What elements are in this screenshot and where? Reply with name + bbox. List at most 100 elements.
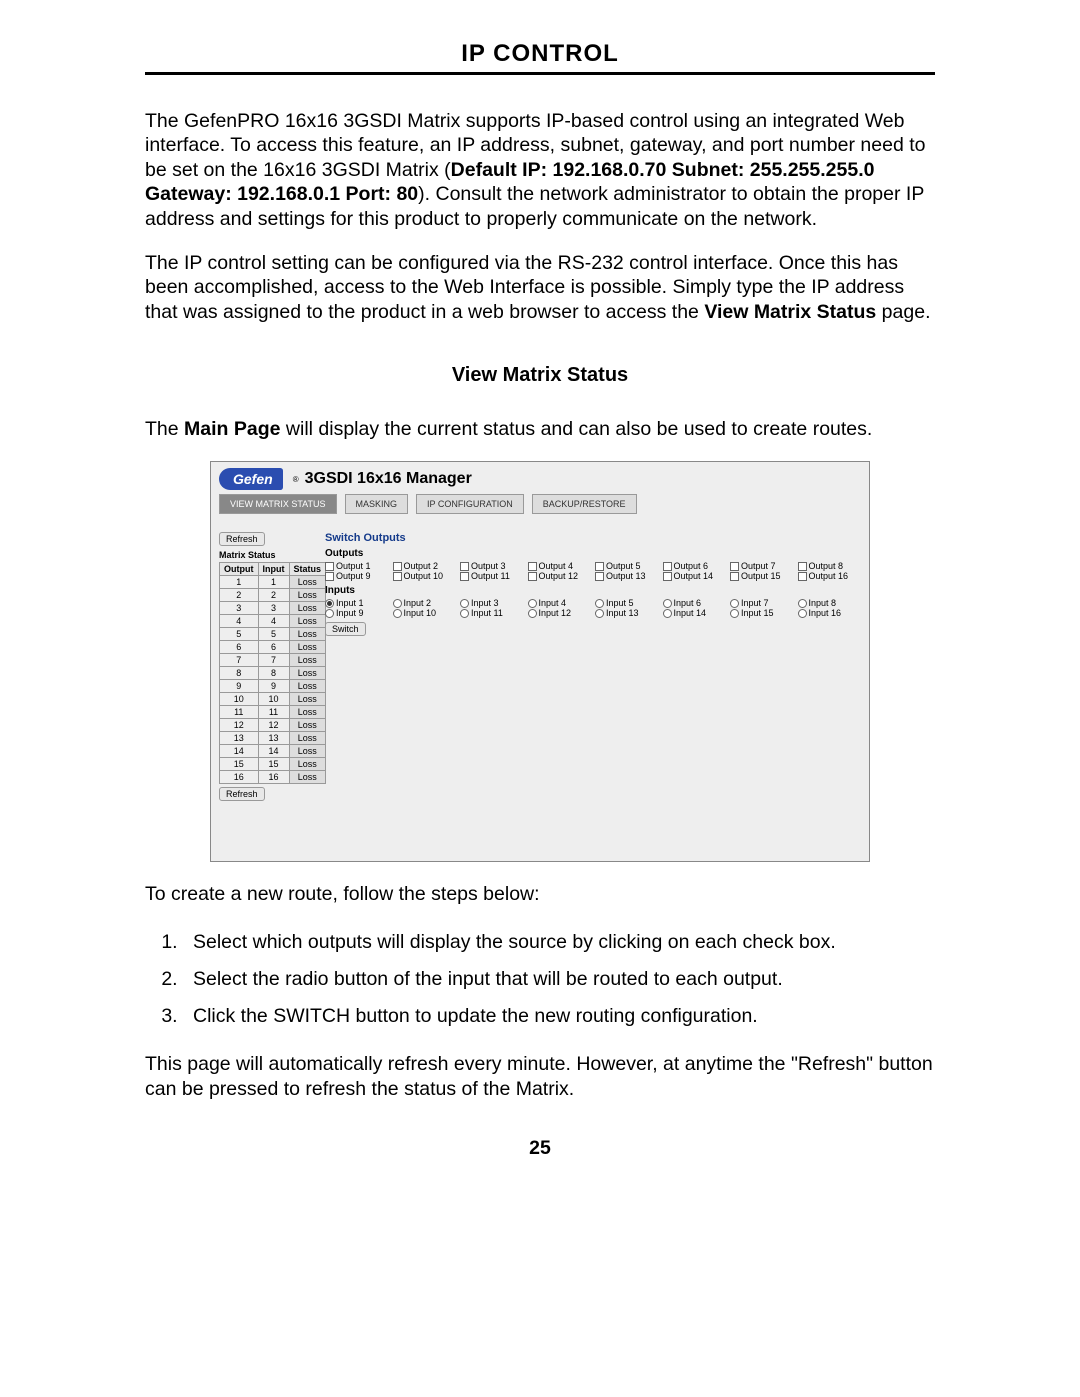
input-radio-item[interactable]: Input 9 [325,608,389,618]
p3-bold: Main Page [184,418,280,440]
cell-output: 9 [220,680,259,693]
input-radio-item[interactable]: Input 5 [595,598,659,608]
cell-input: 10 [258,693,289,706]
cell-output: 2 [220,589,259,602]
table-row: 1010Loss [220,693,326,706]
switch-button[interactable]: Switch [325,622,366,636]
tab-masking[interactable]: MASKING [345,494,409,514]
input-radio-item[interactable]: Input 4 [528,598,592,608]
cell-output: 14 [220,745,259,758]
matrix-status-caption: Matrix Status [219,550,311,560]
input-radio-item[interactable]: Input 13 [595,608,659,618]
cell-output: 5 [220,628,259,641]
output-checkbox-item[interactable]: Output 9 [325,571,389,581]
output-checkbox-item[interactable]: Output 11 [460,571,524,581]
cell-status: Loss [289,758,326,771]
checkbox-icon [325,562,334,571]
page-number: 25 [145,1137,935,1160]
input-radio-item[interactable]: Input 6 [663,598,727,608]
cell-status: Loss [289,628,326,641]
radio-icon [528,599,537,608]
table-row: 77Loss [220,654,326,667]
tab-view-matrix-status[interactable]: VIEW MATRIX STATUS [219,494,337,514]
output-checkbox-item[interactable]: Output 10 [393,571,457,581]
input-radio-item[interactable]: Input 3 [460,598,524,608]
output-checkbox-item[interactable]: Output 13 [595,571,659,581]
input-label: Input 5 [606,598,634,608]
table-row: 1313Loss [220,732,326,745]
radio-icon [663,599,672,608]
outputs-grid: Output 1 Output 2 Output 3 Output 4 Output 5… [325,561,861,581]
screenshot-tabs: VIEW MATRIX STATUS MASKING IP CONFIGURAT… [211,494,869,514]
cell-output: 11 [220,706,259,719]
output-checkbox-item[interactable]: Output 2 [393,561,457,571]
input-radio-item[interactable]: Input 7 [730,598,794,608]
output-checkbox-item[interactable]: Output 7 [730,561,794,571]
output-checkbox-item[interactable]: Output 12 [528,571,592,581]
table-row: 1616Loss [220,771,326,784]
p2-bold: View Matrix Status [704,301,876,323]
output-checkbox-item[interactable]: Output 16 [798,571,862,581]
refresh-note: This page will automatically refresh eve… [145,1052,935,1101]
cell-status: Loss [289,641,326,654]
step-2: Select the radio button of the input tha… [183,964,935,995]
refresh-button-bottom[interactable]: Refresh [219,787,265,801]
cell-status: Loss [289,693,326,706]
input-radio-item[interactable]: Input 8 [798,598,862,608]
cell-input: 9 [258,680,289,693]
input-label: Input 13 [606,608,639,618]
input-radio-item[interactable]: Input 11 [460,608,524,618]
output-checkbox-item[interactable]: Output 15 [730,571,794,581]
cell-status: Loss [289,771,326,784]
input-radio-item[interactable]: Input 1 [325,598,389,608]
output-checkbox-item[interactable]: Output 8 [798,561,862,571]
cell-input: 2 [258,589,289,602]
input-radio-item[interactable]: Input 12 [528,608,592,618]
input-radio-item[interactable]: Input 16 [798,608,862,618]
radio-icon [460,609,469,618]
checkbox-icon [528,572,537,581]
page-title: IP CONTROL [145,40,935,75]
intro-paragraph-1: The GefenPRO 16x16 3GSDI Matrix supports… [145,109,935,231]
output-checkbox-item[interactable]: Output 3 [460,561,524,571]
output-label: Output 3 [471,561,506,571]
p3-text-a: The [145,418,184,440]
table-row: 11Loss [220,576,326,589]
radio-icon [595,599,604,608]
output-label: Output 5 [606,561,641,571]
radio-icon [798,609,807,618]
cell-status: Loss [289,576,326,589]
checkbox-icon [393,572,402,581]
table-row: 1414Loss [220,745,326,758]
screenshot-header: Gefen® 3GSDI 16x16 Manager [211,462,869,494]
output-checkbox-item[interactable]: Output 4 [528,561,592,571]
cell-input: 6 [258,641,289,654]
radio-icon [325,609,334,618]
refresh-button-top[interactable]: Refresh [219,532,265,546]
checkbox-icon [393,562,402,571]
input-radio-item[interactable]: Input 2 [393,598,457,608]
radio-icon [528,609,537,618]
output-checkbox-item[interactable]: Output 1 [325,561,389,571]
cell-output: 4 [220,615,259,628]
cell-output: 15 [220,758,259,771]
input-radio-item[interactable]: Input 15 [730,608,794,618]
input-radio-item[interactable]: Input 14 [663,608,727,618]
table-row: 99Loss [220,680,326,693]
table-row: 1515Loss [220,758,326,771]
screenshot-body: Refresh Matrix Status Output Input Statu… [211,514,869,861]
output-label: Output 8 [809,561,844,571]
output-label: Output 6 [674,561,709,571]
cell-output: 7 [220,654,259,667]
input-label: Input 15 [741,608,774,618]
cell-input: 16 [258,771,289,784]
inputs-grid: Input 1Input 2Input 3Input 4Input 5Input… [325,598,861,618]
input-radio-item[interactable]: Input 10 [393,608,457,618]
output-checkbox-item[interactable]: Output 6 [663,561,727,571]
inputs-label: Inputs [325,585,861,596]
output-checkbox-item[interactable]: Output 14 [663,571,727,581]
table-row: 1111Loss [220,706,326,719]
tab-backup-restore[interactable]: BACKUP/RESTORE [532,494,637,514]
output-checkbox-item[interactable]: Output 5 [595,561,659,571]
tab-ip-configuration[interactable]: IP CONFIGURATION [416,494,524,514]
